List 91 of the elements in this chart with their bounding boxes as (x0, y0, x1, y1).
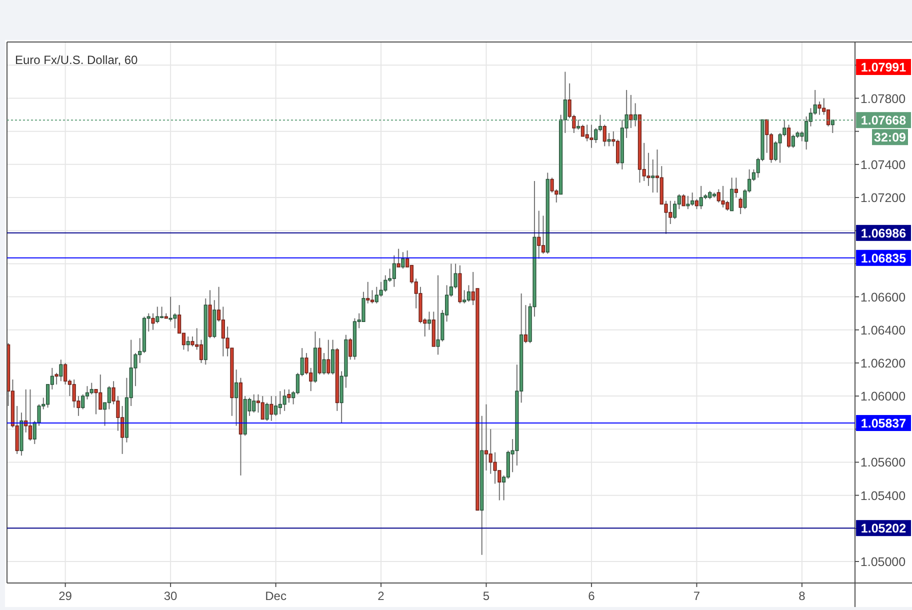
y-tick-label: 1.06200 (860, 356, 906, 370)
candlestick (602, 124, 606, 147)
candlestick (90, 382, 94, 395)
candlestick (730, 177, 734, 212)
candlestick (594, 128, 598, 144)
y-tick-label: 1.07400 (860, 158, 906, 172)
candlestick (160, 306, 164, 319)
candlestick (826, 109, 830, 127)
x-tick-label: 2 (378, 589, 385, 603)
candlestick (466, 284, 471, 302)
candlestick (28, 388, 32, 442)
candlestick (738, 197, 742, 215)
y-tick-label: 1.05600 (860, 456, 906, 470)
ref-line-label: 1.05837 (860, 416, 906, 431)
x-tick-label: 29 (58, 589, 72, 603)
candlestick (186, 336, 190, 352)
candlestick (392, 254, 396, 288)
candlestick (401, 252, 405, 270)
ref-line-label: 1.06835 (860, 251, 906, 266)
text: 1.07991 (860, 60, 906, 74)
candlestick (646, 152, 650, 186)
candlestick (634, 102, 638, 127)
candlestick (370, 290, 374, 304)
y-tick-label: 1.06400 (860, 323, 906, 338)
text: Euro Fx/U.S. Dollar, 60 (15, 53, 138, 67)
x-tick-label: 5 (482, 589, 490, 603)
y-tick-label: 1.06600 (860, 290, 906, 304)
candlestick (168, 296, 172, 322)
candlestick (436, 274, 440, 356)
candlestick (260, 396, 264, 420)
candlestick (282, 388, 286, 412)
x-tick-label: Dec (265, 589, 286, 603)
candlestick (524, 304, 528, 344)
candlestick (199, 339, 204, 364)
y-tick-label: 1.07200 (860, 191, 906, 206)
candlestick (616, 139, 620, 165)
candlestick (234, 369, 238, 426)
candlestick (493, 452, 497, 484)
candlestick (786, 124, 791, 148)
y-tick-label: 1.06000 (860, 390, 906, 404)
candlestick (362, 291, 366, 322)
ref-line-label: 1.05202 (860, 522, 906, 536)
candlestick (81, 394, 85, 410)
x-tick-label: 30 (164, 589, 178, 603)
candlestick (541, 215, 546, 254)
ref-line-label: 1.06986 (860, 226, 906, 240)
candlestick (818, 101, 822, 116)
y-tick-label: 1.05400 (860, 488, 906, 503)
candlestick (607, 132, 611, 147)
candlestick (576, 119, 580, 130)
candlestick (682, 194, 686, 206)
x-tick-label: 6 (588, 589, 596, 603)
candlestick (270, 396, 274, 422)
candlestick (322, 352, 326, 376)
candlestick (107, 386, 111, 410)
text: 32:09 (874, 130, 906, 145)
candlestick (651, 158, 655, 194)
candlestick (629, 94, 633, 129)
candlestick (326, 339, 330, 376)
candlestick (830, 119, 834, 134)
candlestick (287, 388, 291, 404)
candlestick (396, 248, 400, 268)
candlestick (580, 124, 585, 137)
candlestick (537, 210, 541, 260)
candlestick (151, 312, 155, 330)
candlestick (721, 185, 725, 208)
ref-line-label: 1.07668 (860, 114, 906, 128)
x-tick-label: 8 (798, 589, 806, 603)
candlestick (64, 362, 68, 385)
candlestick (550, 177, 554, 194)
candlestick (54, 372, 58, 385)
candlestick (156, 306, 160, 324)
candlestick (265, 402, 269, 422)
candlestick (94, 388, 98, 415)
candlestick (694, 198, 699, 210)
candlestick (330, 339, 335, 376)
candlestick (462, 290, 466, 304)
y-tick-label: 1.05000 (860, 554, 906, 569)
candlestick (348, 338, 352, 360)
candlestick (563, 71, 567, 134)
candlestick (590, 124, 594, 148)
candlestick (366, 281, 370, 304)
candlestick (427, 311, 432, 330)
y-tick-label: 1.07800 (860, 92, 906, 106)
x-tick-label: 7 (693, 589, 700, 603)
candlestick (59, 359, 63, 382)
candlestick (274, 396, 278, 416)
candlestick (484, 404, 488, 471)
candlestick (686, 195, 690, 210)
candlestick (190, 336, 194, 347)
candlestick (734, 177, 738, 198)
